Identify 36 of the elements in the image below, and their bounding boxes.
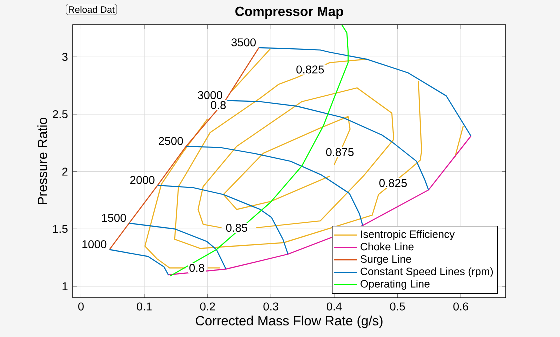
- line-series: [157, 185, 289, 255]
- y-tick-label: 1: [62, 282, 68, 290]
- chart-title: Compressor Map: [236, 6, 344, 19]
- y-axis-title: Pressure Ratio: [38, 118, 48, 205]
- x-axis-title: Corrected Mass Flow Rate (g/s): [196, 316, 383, 328]
- y-tick-label: 2.5: [53, 110, 68, 118]
- annotation: 0.8: [211, 101, 226, 110]
- y-tick-label: 3: [62, 53, 68, 62]
- line-series: [109, 249, 170, 276]
- annotation: 3000: [198, 91, 222, 100]
- annotation: 0.875: [326, 148, 354, 156]
- y-tick-label: 2: [62, 168, 68, 176]
- legend-label: Choke Line: [360, 242, 414, 251]
- y-tick-label: 1.5: [53, 225, 68, 234]
- annotation: 1000: [82, 240, 107, 248]
- x-tick-label: 0.4: [327, 302, 342, 311]
- annotation: 0.8: [190, 264, 204, 272]
- annotation: 2000: [130, 176, 155, 184]
- annotation: 2500: [159, 137, 184, 146]
- text: Reload Dat: [69, 6, 115, 14]
- x-tick-label: 0.5: [390, 302, 406, 311]
- annotation: 1500: [102, 214, 126, 222]
- x-tick-label: 0.6: [454, 302, 468, 311]
- x-tick-label: 0.1: [137, 302, 152, 311]
- annotation: 3500: [232, 38, 256, 47]
- x-tick-label: 0.2: [200, 302, 216, 311]
- legend-label: Isentropic Efficiency: [361, 230, 455, 240]
- x-tick-label: 0.3: [264, 302, 279, 311]
- x-tick-label: 0: [78, 302, 84, 311]
- legend-label: Surge Line: [360, 255, 412, 266]
- legend-label: Constant Speed Lines (rpm): [360, 268, 494, 278]
- annotation: 0.825: [296, 66, 324, 74]
- legend-label: Operating Line: [360, 280, 430, 290]
- annotation: 0.85: [226, 224, 248, 232]
- annotation: 0.825: [380, 179, 408, 188]
- line-series: [258, 47, 472, 137]
